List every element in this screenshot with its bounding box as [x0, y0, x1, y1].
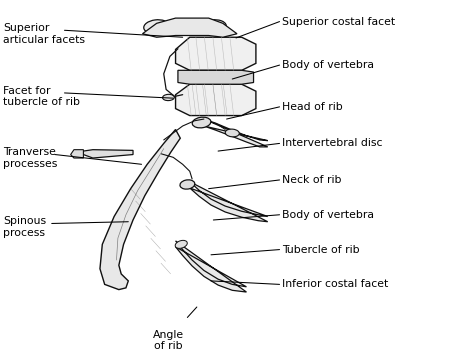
Ellipse shape	[192, 117, 211, 128]
Polygon shape	[143, 18, 237, 37]
Polygon shape	[100, 130, 180, 290]
Text: Facet for
tubercle of rib: Facet for tubercle of rib	[3, 86, 80, 107]
Text: Spinous
process: Spinous process	[3, 216, 46, 238]
Text: Neck of rib: Neck of rib	[282, 175, 341, 185]
Text: Inferior costal facet: Inferior costal facet	[282, 279, 388, 289]
Text: Superior costal facet: Superior costal facet	[282, 17, 395, 27]
Text: Angle
of rib: Angle of rib	[153, 330, 184, 351]
Text: Body of vertebra: Body of vertebra	[282, 210, 374, 220]
Polygon shape	[175, 37, 256, 70]
Text: Intervertebral disc: Intervertebral disc	[282, 138, 383, 148]
Text: Superior
articular facets: Superior articular facets	[3, 23, 85, 44]
Text: Tubercle of rib: Tubercle of rib	[282, 245, 359, 255]
Polygon shape	[71, 150, 83, 158]
Polygon shape	[190, 182, 268, 222]
Polygon shape	[175, 84, 256, 116]
Ellipse shape	[180, 180, 195, 189]
Ellipse shape	[201, 20, 226, 34]
Polygon shape	[83, 150, 133, 158]
Text: Body of vertebra: Body of vertebra	[282, 60, 374, 70]
Text: Head of rib: Head of rib	[282, 102, 343, 112]
Text: Tranverse
processes: Tranverse processes	[3, 147, 57, 169]
Ellipse shape	[163, 94, 174, 101]
Ellipse shape	[172, 20, 198, 34]
Ellipse shape	[225, 129, 239, 137]
Polygon shape	[204, 119, 268, 147]
Polygon shape	[178, 70, 254, 84]
Polygon shape	[175, 241, 246, 292]
Ellipse shape	[144, 20, 170, 34]
Ellipse shape	[175, 240, 187, 248]
